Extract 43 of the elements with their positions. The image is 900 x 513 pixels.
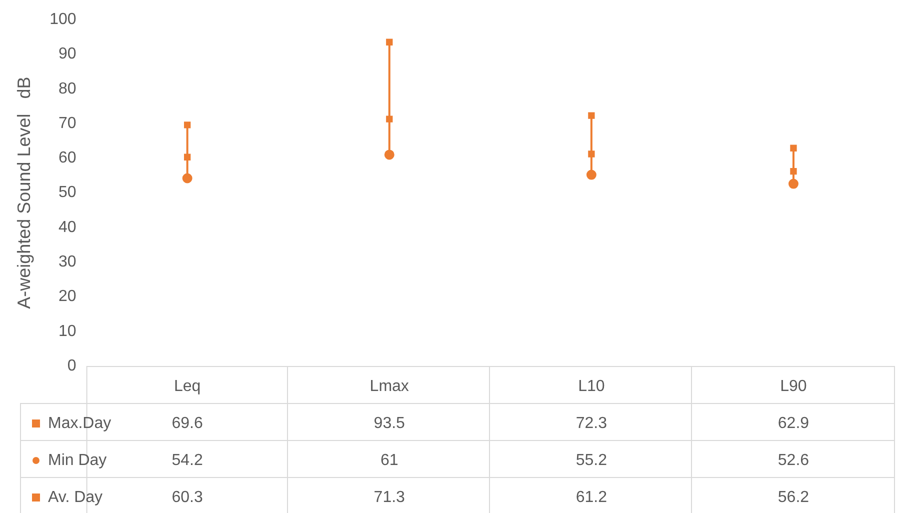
y-tick-label: 70 [58, 114, 76, 132]
x-tick-label: L90 [780, 378, 807, 395]
point [384, 150, 394, 160]
y-tick-label: 60 [58, 150, 76, 167]
y-tick-label: 50 [58, 184, 76, 202]
data-label: 52.6 [778, 452, 810, 469]
point [386, 116, 393, 122]
data-label: 71.3 [374, 488, 406, 506]
y-tick-label: 0 [67, 357, 76, 374]
point [788, 178, 798, 189]
data-label: 69.6 [172, 414, 203, 432]
legend-label: Max.Day [48, 414, 112, 432]
x-tick-label: Lmax [370, 378, 409, 395]
legend-label: Av. Day [48, 488, 103, 506]
y-tick-label: 90 [58, 46, 76, 63]
point [790, 168, 797, 175]
y-tick-label: 40 [58, 218, 76, 236]
y-tick-label: 80 [58, 80, 76, 98]
point [588, 112, 595, 119]
legend-label: Min Day [48, 452, 107, 469]
data-label: 61 [380, 452, 398, 469]
point [588, 150, 595, 158]
y-axis-title: A-weighted Sound Level dB [14, 76, 34, 309]
point [182, 173, 192, 184]
y-tick-label: 100 [50, 11, 76, 28]
point [586, 170, 596, 180]
y-tick-label: 10 [58, 322, 76, 340]
y-tick-label: 20 [58, 288, 76, 306]
data-label: 60.3 [172, 488, 203, 506]
data-label: 55.2 [576, 452, 608, 469]
data-label: 62.9 [778, 414, 810, 432]
point [386, 38, 393, 46]
data-label: 56.2 [778, 488, 810, 506]
point [184, 122, 191, 128]
data-label: 72.3 [576, 414, 608, 432]
point [184, 154, 191, 160]
x-tick-label: Leq [174, 378, 201, 395]
point [790, 144, 797, 152]
data-label: 54.2 [172, 452, 203, 469]
data-label: 61.2 [576, 488, 608, 506]
y-tick-label: 30 [58, 253, 76, 270]
x-tick-label: L10 [578, 378, 605, 395]
data-label: 93.5 [374, 414, 406, 432]
